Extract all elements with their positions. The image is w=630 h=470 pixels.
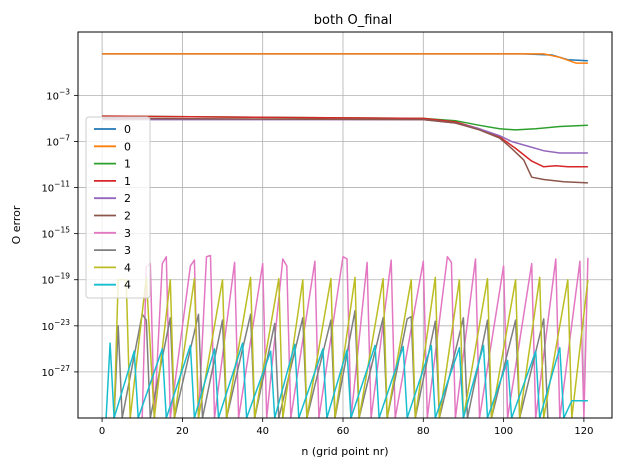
y-tick-label: 10−3 bbox=[46, 87, 70, 102]
y-tick-label: 10−7 bbox=[46, 133, 70, 148]
grid-lines bbox=[78, 32, 612, 418]
x-tick-label: 20 bbox=[176, 426, 189, 437]
series-line-6 bbox=[141, 254, 589, 418]
x-tick-label: 40 bbox=[256, 426, 269, 437]
legend-label: 3 bbox=[124, 227, 131, 240]
y-tick-label: 10−23 bbox=[41, 318, 70, 333]
series-line-5 bbox=[102, 117, 588, 184]
series-line-3 bbox=[102, 115, 588, 168]
series-line-7 bbox=[113, 310, 549, 418]
series-line-1 bbox=[102, 53, 588, 64]
legend-label: 2 bbox=[124, 210, 131, 223]
series-line-8 bbox=[113, 276, 589, 418]
legend-label: 2 bbox=[124, 192, 131, 205]
x-tick-label: 100 bbox=[494, 426, 513, 437]
plot-frame bbox=[77, 31, 613, 419]
series-lines bbox=[102, 53, 589, 418]
x-tick-label: 80 bbox=[417, 426, 430, 437]
x-tick-label: 120 bbox=[574, 426, 593, 437]
legend-label: 1 bbox=[124, 158, 131, 171]
x-tick-label: 60 bbox=[337, 426, 350, 437]
legend-label: 0 bbox=[124, 140, 131, 153]
legend-box bbox=[85, 116, 151, 299]
x-axis-ticks: 0 20 40 60 80 100 120 bbox=[99, 418, 593, 437]
y-tick-label: 10−19 bbox=[41, 272, 70, 287]
legend-label: 3 bbox=[124, 244, 131, 257]
legend-label: 4 bbox=[124, 261, 131, 274]
legend: 0 0 1 1 2 2 3 3 4 4 bbox=[85, 116, 151, 299]
y-tick-label: 10−11 bbox=[41, 180, 70, 195]
y-tick-label: 10−15 bbox=[41, 226, 70, 241]
chart-title: both O_final bbox=[314, 13, 392, 28]
series-line-9 bbox=[105, 342, 588, 418]
y-axis-label: O error bbox=[10, 205, 23, 244]
legend-label: 4 bbox=[124, 279, 131, 292]
x-axis-label: n (grid point nr) bbox=[301, 445, 388, 458]
y-axis-ticks: 10−3 10−7 10−11 10−15 10−19 10−23 10−27 bbox=[41, 87, 78, 379]
legend-label: 1 bbox=[124, 175, 131, 188]
x-tick-label: 0 bbox=[99, 426, 105, 437]
y-tick-label: 10−27 bbox=[41, 364, 70, 379]
legend-label: 0 bbox=[124, 123, 131, 136]
